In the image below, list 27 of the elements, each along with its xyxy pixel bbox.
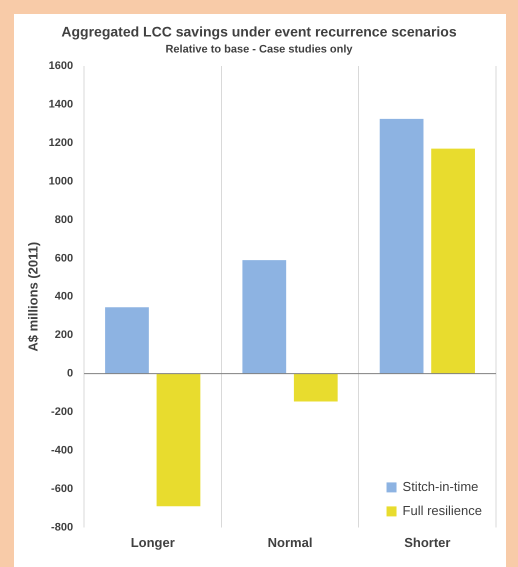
y-axis-title: A$ millions (2011) (25, 242, 40, 352)
y-tick-label: -800 (51, 521, 74, 534)
x-tick-label: Shorter (404, 534, 450, 550)
bar (431, 148, 475, 374)
x-tick-label: Normal (268, 534, 312, 550)
y-tick-label: -600 (51, 482, 74, 495)
bar (242, 260, 286, 374)
bar (105, 307, 149, 374)
y-tick-label: 1400 (48, 98, 74, 110)
y-tick-label: 600 (54, 252, 74, 264)
legend-label: Stitch-in-time (402, 478, 478, 494)
bar (380, 118, 424, 374)
chart-title: Aggregated LCC savings under event recurrence scenarios (61, 23, 457, 40)
y-tick-label: 400 (54, 290, 74, 303)
y-tick-label: 0 (66, 368, 74, 380)
y-tick-label: 1600 (48, 60, 74, 72)
y-tick-label: -400 (51, 444, 74, 457)
x-tick-label: Longer (130, 534, 175, 550)
y-tick-label: 1200 (48, 136, 74, 149)
chart-subtitle: Relative to base - Case studies only (165, 43, 354, 56)
bar (156, 374, 200, 506)
legend-label: Full resilience (402, 502, 482, 518)
y-tick-label: 800 (54, 214, 74, 226)
y-tick-label: 1000 (48, 175, 74, 188)
y-tick-label: -200 (51, 406, 74, 418)
bar (294, 374, 338, 402)
y-tick-label: 200 (54, 329, 74, 342)
